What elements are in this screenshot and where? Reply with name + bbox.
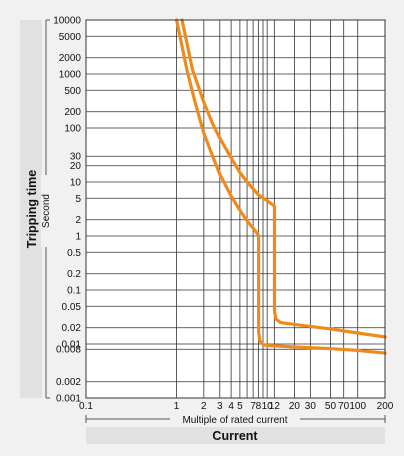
y-axis-title-box (20, 20, 42, 398)
x-tick-label: 0.1 (79, 401, 93, 412)
y-tick-label: 10 (70, 178, 82, 189)
y-tick-label: 0.002 (56, 377, 81, 388)
x-tick-label: 7 (250, 401, 256, 412)
x-tick-label: 10 (262, 401, 274, 412)
y-tick-label: 2 (75, 215, 81, 226)
y-tick-label: 200 (64, 107, 81, 118)
x-tick-label: 12 (269, 401, 281, 412)
y-tick-label: 0.008 (56, 345, 81, 356)
y-tick-label: 2000 (59, 53, 82, 64)
x-tick-label: 20 (289, 401, 301, 412)
x-tick-label: 5 (237, 401, 243, 412)
plot-frame (85, 19, 386, 399)
y-axis-unit: Second (41, 194, 52, 228)
y-tick-label: 1000 (59, 70, 82, 81)
y-tick-label: 20 (70, 161, 82, 172)
y-tick-label: 5000 (59, 32, 82, 43)
x-tick-label: 1 (174, 401, 180, 412)
y-tick-label: 0.5 (67, 248, 81, 259)
x-tick-label: 100 (349, 401, 366, 412)
x-axis-subtitle: Multiple of rated current (182, 415, 287, 426)
y-tick-label: 30 (70, 152, 82, 163)
y-tick-label: 10000 (53, 16, 81, 27)
series-group (174, 18, 387, 355)
y-tick-label: 1 (75, 232, 81, 243)
y-tick-label: 0.1 (67, 286, 81, 297)
x-tick-label: 4 (228, 401, 234, 412)
x-tick-label: 30 (305, 401, 317, 412)
x-axis-title-box (86, 427, 385, 444)
x-tick-label: 8 (256, 401, 262, 412)
x-tick-label: 50 (325, 401, 337, 412)
plot-background (86, 20, 385, 398)
series-line-1 (174, 18, 387, 355)
x-tick-label: 3 (217, 401, 223, 412)
y-tick-label: 0.01 (62, 340, 82, 351)
y-axis-unit-mask (41, 175, 51, 247)
x-axis-subtitle-mask (170, 412, 300, 426)
x-tick-label: 200 (377, 401, 394, 412)
x-tick-label: 2 (201, 401, 207, 412)
y-tick-label: 0.02 (62, 323, 82, 334)
y-tick-label: 100 (64, 124, 81, 135)
series-line-2 (180, 18, 387, 339)
y-axis-title: Tripping time (25, 170, 39, 249)
y-tick-label: 0.2 (67, 269, 81, 280)
y-tick-label: 5 (75, 194, 81, 205)
y-tick-label: 500 (64, 86, 81, 97)
y-tick-label: 0.001 (56, 394, 81, 405)
x-tick-label: 70 (338, 401, 350, 412)
x-axis-title: Current (212, 429, 258, 443)
y-tick-label: 0.05 (62, 302, 82, 313)
